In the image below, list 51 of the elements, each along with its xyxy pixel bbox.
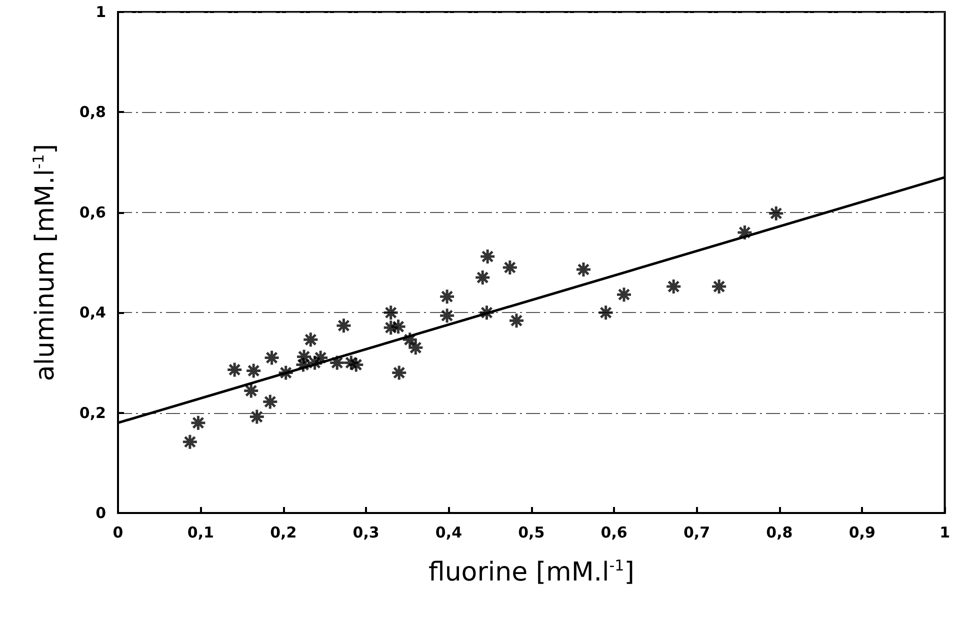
point (335, 317, 352, 334)
point (328, 354, 346, 371)
x-tick-label: 0,1 (187, 524, 214, 542)
x-tick-label: 0,5 (518, 524, 545, 542)
point (478, 304, 495, 321)
x-tick-label: 0,2 (270, 524, 297, 542)
x-tick-label: 0,4 (435, 524, 462, 542)
point (294, 356, 312, 373)
x-tick-label: 0,3 (352, 524, 380, 542)
point (508, 312, 525, 329)
x-tick-label: 0,6 (600, 524, 628, 542)
point (665, 278, 682, 295)
point (407, 339, 424, 356)
point (438, 307, 456, 324)
point (438, 288, 456, 305)
y-tick-label: 0,2 (79, 404, 106, 422)
x-tick-label: 0 (112, 524, 124, 542)
x-tick-label: 1 (940, 524, 950, 542)
y-tick-label: 1 (96, 3, 106, 21)
point (616, 286, 632, 303)
point (474, 269, 491, 286)
point (262, 394, 278, 410)
point (502, 259, 518, 276)
y-axis-title: aluminum [mM.l-1] (30, 144, 60, 382)
point (278, 364, 294, 381)
x-tick-label: 0,9 (848, 524, 876, 542)
point (390, 364, 408, 381)
point (768, 205, 784, 222)
y-tick-label: 0,8 (79, 103, 106, 122)
point (575, 261, 592, 278)
point (479, 248, 496, 265)
point (264, 349, 280, 366)
point (312, 349, 329, 366)
point (190, 414, 206, 432)
point (382, 304, 400, 321)
point (736, 224, 753, 241)
y-tick-label: 0 (96, 504, 106, 522)
point (302, 331, 319, 348)
y-tick-label: 0,6 (79, 203, 106, 222)
x-tick-label: 0,8 (766, 524, 793, 542)
point (226, 361, 243, 378)
point (245, 362, 262, 379)
point (182, 434, 198, 450)
point (402, 331, 418, 348)
y-tick-label: 0,4 (79, 304, 106, 322)
point (242, 382, 260, 400)
x-tick-label: 0,7 (683, 524, 710, 542)
point (598, 304, 614, 321)
point (710, 278, 728, 295)
point (306, 354, 324, 371)
point (248, 408, 266, 426)
